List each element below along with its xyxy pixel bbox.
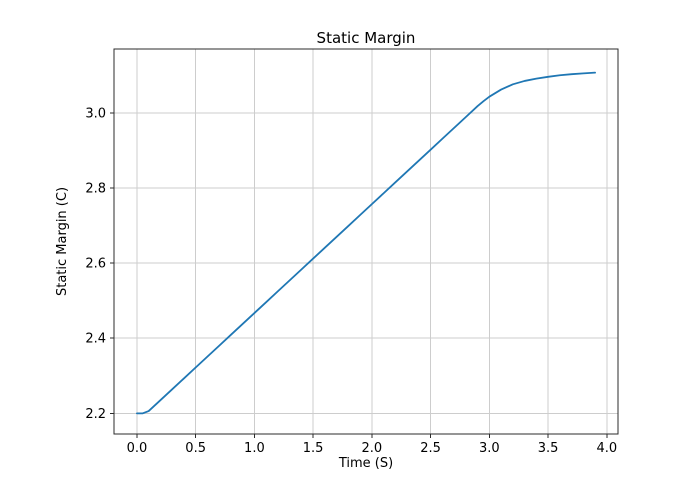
series-line-static-margin <box>136 71 596 415</box>
tick-marks <box>110 112 608 438</box>
x-tick-label: 0.5 <box>185 441 206 456</box>
y-axis-label: Static Margin (C) <box>55 187 70 296</box>
plot-frame <box>113 48 619 435</box>
x-tick-label: 1.0 <box>244 441 265 456</box>
x-tick-label: 3.5 <box>538 441 559 456</box>
x-tick-label: 2.0 <box>362 441 383 456</box>
y-tick-label: 2.6 <box>85 257 106 272</box>
y-tick-label: 2.2 <box>85 407 106 422</box>
x-tick-label: 1.5 <box>303 441 324 456</box>
y-tick-label: 3.0 <box>85 106 106 121</box>
tick-labels: 0.0 0.5 1.0 1.5 2.0 2.5 3.0 3.5 4.0 2.2 2.4 2.6 2.8 3… <box>85 106 617 456</box>
x-tick-label: 3.0 <box>479 441 500 456</box>
x-axis-label: Time (S) <box>338 456 393 471</box>
series <box>136 71 596 415</box>
x-tick-label: 4.0 <box>596 441 617 456</box>
y-tick-label: 2.8 <box>85 181 106 196</box>
gridlines <box>114 49 618 434</box>
axes-spines <box>113 48 619 435</box>
x-tick-label: 2.5 <box>420 441 441 456</box>
x-tick-label: 0.0 <box>127 441 148 456</box>
y-tick-label: 2.4 <box>85 332 106 347</box>
chart-title: Static Margin <box>317 29 416 47</box>
